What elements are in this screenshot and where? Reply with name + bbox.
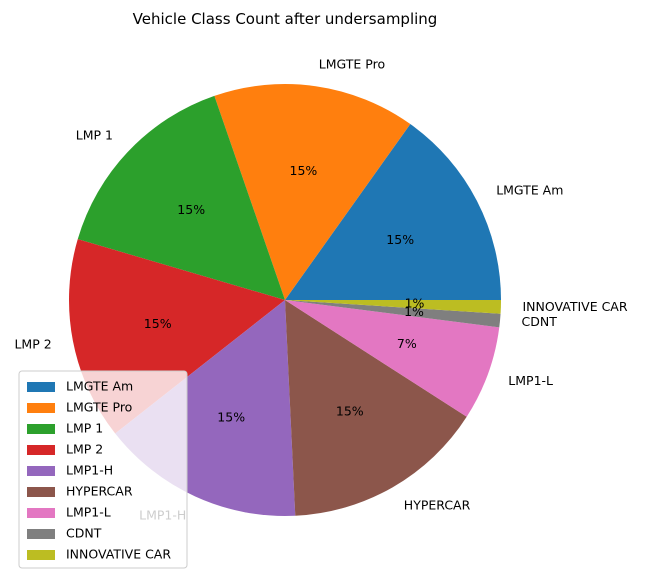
percent-label-lmp1-l: 7%	[397, 336, 417, 351]
legend-swatch-lmp-1	[27, 424, 55, 434]
legend-label-lmgte-pro: LMGTE Pro	[66, 400, 132, 415]
slice-label-lmp-2: LMP 2	[14, 337, 51, 352]
legend-label-hypercar: HYPERCAR	[66, 484, 133, 499]
pie-slice-innovative-car	[285, 300, 501, 314]
percent-label-lmgte-am: 15%	[386, 232, 414, 247]
slice-labels: LMGTE Am LMGTE Pro LMP 1 LMP 2 LMP1-H HYPERCA…	[14, 56, 627, 522]
legend-swatch-hypercar	[27, 487, 55, 497]
pie-slice-hypercar	[285, 300, 467, 516]
percent-label-lmp-1: 15%	[177, 202, 205, 217]
pie-slice-lmp1-l	[285, 300, 500, 417]
slice-label-cdnt: CDNT	[522, 314, 558, 329]
legend-box	[18, 370, 188, 569]
percent-labels: 15% 15% 15% 15% 15% 15% 7% 1%1%	[144, 163, 425, 424]
percent-label-lmp1-h: 15%	[217, 409, 245, 424]
legend-label-lmp1-l: LMP1-L	[66, 505, 111, 520]
slice-label-lmp-1: LMP 1	[76, 128, 113, 143]
slice-label-lmp1-l: LMP1-L	[508, 373, 553, 388]
percent-label-cdnt: 1%	[404, 304, 424, 319]
legend-label-lmp-2: LMP 2	[66, 442, 103, 457]
chart-title: Vehicle Class Count after undersampling	[133, 10, 438, 28]
percent-label-lmgte-pro: 15%	[290, 163, 318, 178]
legend-swatch-cdnt	[27, 529, 55, 539]
legend-label-lmgte-am: LMGTE Am	[66, 379, 133, 394]
slice-label-lmgte-am: LMGTE Am	[496, 183, 563, 198]
pie-slice-cdnt	[285, 300, 501, 328]
pie-slice-lmgte-am	[285, 124, 501, 300]
legend-label-lmp1-h: LMP1-H	[66, 463, 113, 478]
legend-swatch-lmgte-am	[27, 382, 55, 392]
legend-swatch-lmp1-h	[27, 466, 55, 476]
legend-label-cdnt: CDNT	[66, 526, 102, 541]
legend-swatch-lmp1-l	[27, 508, 55, 518]
percent-label-innovative-car: 1%	[405, 296, 425, 311]
slice-label-innovative-car: INNOVATIVE CAR	[523, 299, 628, 314]
percent-label-lmp-2: 15%	[144, 316, 172, 331]
legend: LMGTE Am LMGTE Pro LMP 1 LMP 2 LMP1-H HYPERCA…	[18, 370, 188, 569]
slice-label-lmgte-pro: LMGTE Pro	[319, 56, 385, 71]
pie-slice-lmp-1	[77, 95, 285, 300]
legend-swatch-innovative-car	[27, 550, 55, 560]
legend-label-innovative-car: INNOVATIVE CAR	[66, 547, 171, 562]
percent-label-hypercar: 15%	[336, 404, 364, 419]
legend-label-lmp-1: LMP 1	[66, 421, 103, 436]
legend-swatch-lmgte-pro	[27, 403, 55, 413]
slice-label-hypercar: HYPERCAR	[404, 497, 471, 512]
pie-slice-lmgte-pro	[214, 83, 411, 300]
legend-swatch-lmp-2	[27, 445, 55, 455]
